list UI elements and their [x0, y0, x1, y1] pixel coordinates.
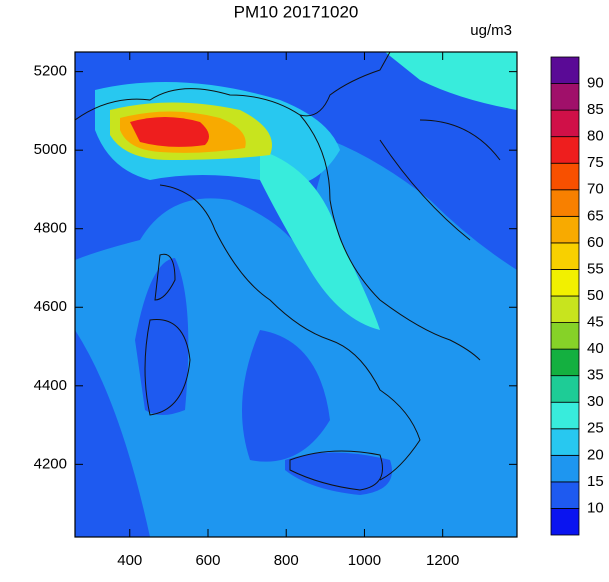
colorbar-band	[550, 162, 580, 191]
x-tick-label: 800	[274, 552, 299, 569]
colorbar-label: 20	[587, 446, 604, 463]
colorbar-band	[550, 109, 580, 138]
x-tick-label: 1200	[426, 552, 459, 569]
island-field	[135, 258, 189, 415]
colorbar-label: 15	[587, 473, 604, 490]
colorbar-label: 85	[587, 101, 604, 118]
x-tick-label: 1000	[348, 552, 381, 569]
colorbar-band	[550, 508, 580, 536]
x-tick-label: 600	[195, 552, 220, 569]
colorbar-band	[550, 295, 580, 323]
colorbar-label: 40	[587, 340, 604, 357]
colorbar-label: 55	[587, 260, 604, 277]
colorbar-band	[550, 215, 580, 244]
balkan-field	[385, 52, 517, 110]
colorbar-band	[550, 401, 580, 430]
pm10-field	[75, 52, 517, 537]
colorbar-band	[550, 269, 580, 297]
colorbar-band	[550, 322, 580, 350]
colorbar-band	[550, 375, 580, 403]
colorbar-label: 25	[587, 420, 604, 437]
colorbar-band	[550, 454, 580, 483]
y-tick-label: 4800	[34, 220, 67, 237]
chart-title: PM10 20171020	[234, 2, 359, 21]
colorbar-label: 60	[587, 234, 604, 251]
coastline	[75, 52, 501, 491]
island-field	[285, 452, 392, 495]
colorbar-label: 90	[587, 75, 604, 92]
colorbar-label: 35	[587, 367, 604, 384]
hotspot-field	[130, 117, 209, 147]
y-tick-label: 4600	[34, 298, 67, 315]
low-field	[242, 330, 330, 462]
low-field	[75, 330, 150, 537]
colorbar-label: 75	[587, 154, 604, 171]
colorbar-label: 30	[587, 393, 604, 410]
colorbar-band	[550, 428, 580, 456]
colorbar-band	[550, 348, 580, 377]
colorbar-band	[550, 136, 580, 164]
y-tick-label: 5000	[34, 141, 67, 158]
colorbar-label: 10	[587, 499, 604, 516]
colorbar-label: 70	[587, 181, 604, 198]
colorbar-band	[550, 242, 580, 270]
y-tick-label: 4400	[34, 377, 67, 394]
apennine-field	[260, 150, 380, 330]
plot-frame	[74, 51, 518, 538]
colorbar-label: 45	[587, 314, 604, 331]
colorbar-label: 50	[587, 287, 604, 304]
colorbar-band	[550, 56, 580, 84]
colorbar-label: 80	[587, 128, 604, 145]
colorbar-band	[550, 189, 580, 217]
colorbar-band	[550, 481, 580, 509]
x-tick-label: 400	[117, 552, 142, 569]
y-tick-label: 4200	[34, 455, 67, 472]
y-tick-label: 5200	[34, 63, 67, 80]
units-label: ug/m3	[470, 22, 512, 39]
colorbar-label: 65	[587, 207, 604, 224]
colorbar-band	[550, 83, 580, 111]
